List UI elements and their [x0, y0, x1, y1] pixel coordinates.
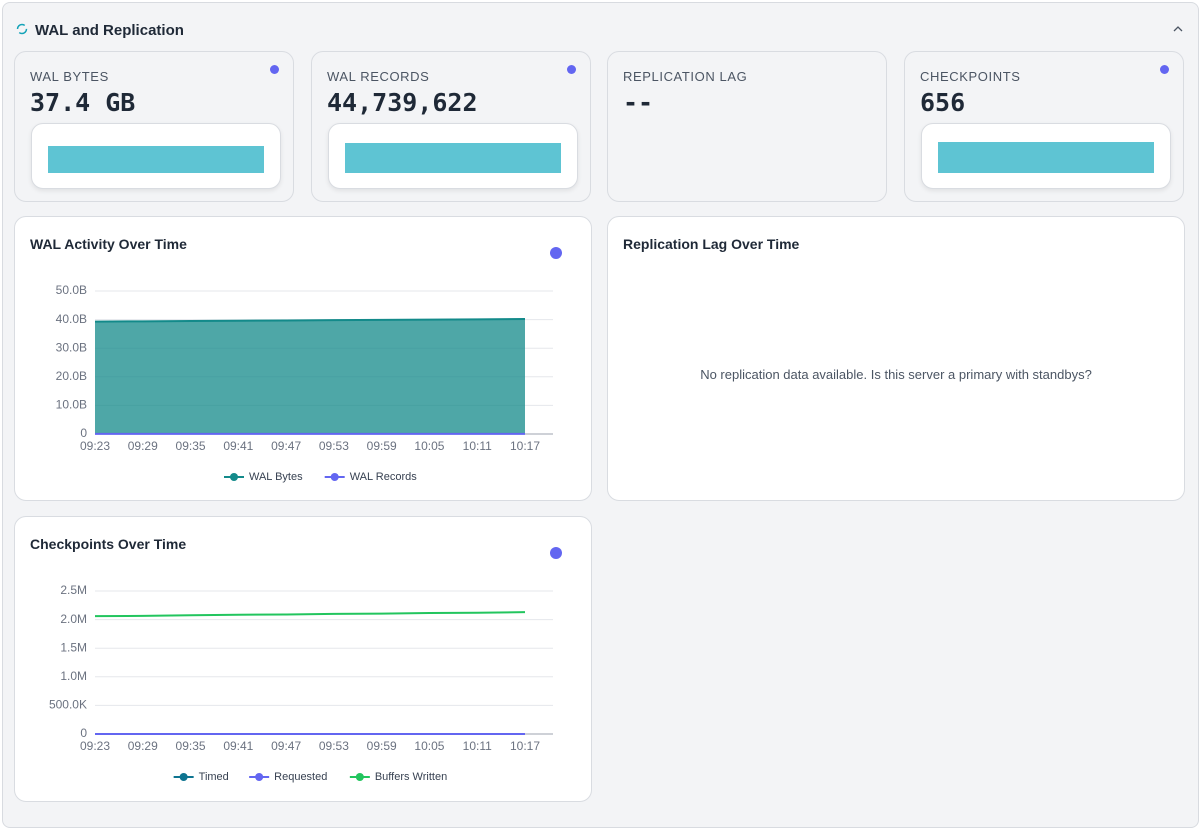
- chart-card: Checkpoints Over Time 0 500.0K 1.0M 1.5M 2.0…: [14, 516, 592, 802]
- settings-icon[interactable]: [550, 247, 562, 259]
- legend-marker: [255, 773, 264, 781]
- stat-card: REPLICATION LAG --: [607, 51, 887, 202]
- y-tick-label: 1.5M: [60, 640, 87, 654]
- legend-marker: [179, 773, 188, 781]
- legend-label: Requested: [274, 771, 327, 783]
- x-tick-label: 09:53: [319, 739, 349, 753]
- hint-icon[interactable]: [1160, 65, 1169, 74]
- chart-title: Checkpoints Over Time: [30, 536, 187, 552]
- x-tick-label: 09:59: [367, 439, 397, 453]
- stat-label: REPLICATION LAG: [623, 69, 748, 84]
- y-tick-label: 1.0M: [60, 669, 87, 683]
- settings-icon[interactable]: [550, 547, 562, 559]
- hint-icon[interactable]: [270, 65, 279, 74]
- x-tick-label: 09:29: [128, 739, 158, 753]
- series-area: [95, 319, 525, 434]
- stat-value: 37.4 GB: [30, 88, 136, 117]
- y-tick-label: 2.5M: [60, 583, 87, 597]
- x-tick-label: 10:11: [463, 439, 492, 453]
- sparkline-area: [345, 143, 561, 173]
- stat-value: --: [623, 88, 654, 117]
- legend-marker: [230, 473, 238, 481]
- y-tick-label: 10.0B: [56, 398, 87, 412]
- x-tick-label: 09:41: [223, 439, 253, 453]
- y-tick-label: 20.0B: [56, 369, 87, 383]
- legend-label: WAL Bytes: [249, 471, 303, 483]
- x-tick-label: 10:17: [510, 739, 540, 753]
- x-tick-label: 10:11: [463, 739, 492, 753]
- x-tick-label: 09:35: [176, 739, 206, 753]
- x-tick-label: 09:29: [128, 439, 158, 453]
- stat-label: WAL RECORDS: [327, 69, 430, 84]
- chart-title: WAL Activity Over Time: [30, 236, 187, 252]
- series-line: [94, 318, 526, 323]
- x-tick-label: 09:35: [176, 439, 206, 453]
- sparkline: [31, 123, 281, 189]
- legend-label: Timed: [199, 771, 229, 783]
- chart: 0 500.0K 1.0M 1.5M 2.0M 2.5M 09:23 09:29 09:35 09…: [49, 583, 553, 783]
- chart-card: WAL Activity Over Time 0 10.0B 20.0B 30.0B 4…: [14, 216, 592, 501]
- x-tick-label: 09:47: [271, 439, 301, 453]
- x-tick-label: 10:05: [414, 739, 444, 753]
- stat-label: WAL BYTES: [30, 69, 109, 84]
- chart: 0 10.0B 20.0B 30.0B 40.0B 50.0B 09:23 09:29 09:3…: [56, 283, 553, 483]
- sparkline: [921, 123, 1171, 189]
- legend-label: WAL Records: [350, 471, 418, 483]
- collapse-chevron[interactable]: [1173, 25, 1183, 33]
- x-tick-label: 09:41: [223, 739, 253, 753]
- series-line: [94, 611, 526, 618]
- y-tick-label: 50.0B: [56, 283, 87, 297]
- y-tick-label: 2.0M: [60, 612, 87, 626]
- x-tick-label: 09:23: [80, 439, 110, 453]
- x-tick-label: 10:05: [414, 439, 444, 453]
- sparkline-area: [938, 142, 1154, 173]
- hint-icon[interactable]: [567, 65, 576, 74]
- x-tick-label: 09:23: [80, 739, 110, 753]
- empty-message: No replication data available. Is this s…: [700, 367, 1092, 382]
- section-title: WAL and Replication: [35, 22, 184, 39]
- stat-value: 44,739,622: [327, 88, 478, 117]
- stat-card: WAL BYTES 37.4 GB: [14, 51, 294, 202]
- sparkline: [328, 123, 578, 189]
- refresh-icon: [16, 23, 28, 35]
- chart-title: Replication Lag Over Time: [623, 236, 800, 252]
- legend-label: Buffers Written: [375, 771, 447, 783]
- legend-marker: [330, 473, 339, 481]
- x-tick-label: 09:47: [271, 739, 301, 753]
- chart-card: Replication Lag Over Time No replication…: [607, 216, 1185, 501]
- y-tick-label: 500.0K: [49, 698, 87, 712]
- legend-marker: [355, 773, 364, 781]
- x-tick-label: 10:17: [510, 439, 540, 453]
- stat-value: 656: [920, 88, 966, 117]
- y-tick-label: 30.0B: [56, 340, 87, 354]
- stat-card: CHECKPOINTS 656: [904, 51, 1184, 202]
- x-tick-label: 09:59: [367, 739, 397, 753]
- sparkline-area: [48, 146, 264, 173]
- stat-label: CHECKPOINTS: [920, 69, 1021, 84]
- stat-card: WAL RECORDS 44,739,622: [311, 51, 591, 202]
- y-tick-label: 40.0B: [56, 312, 87, 326]
- x-tick-label: 09:53: [319, 439, 349, 453]
- y-tick-label: 0: [80, 726, 87, 740]
- y-tick-label: 0: [80, 426, 87, 440]
